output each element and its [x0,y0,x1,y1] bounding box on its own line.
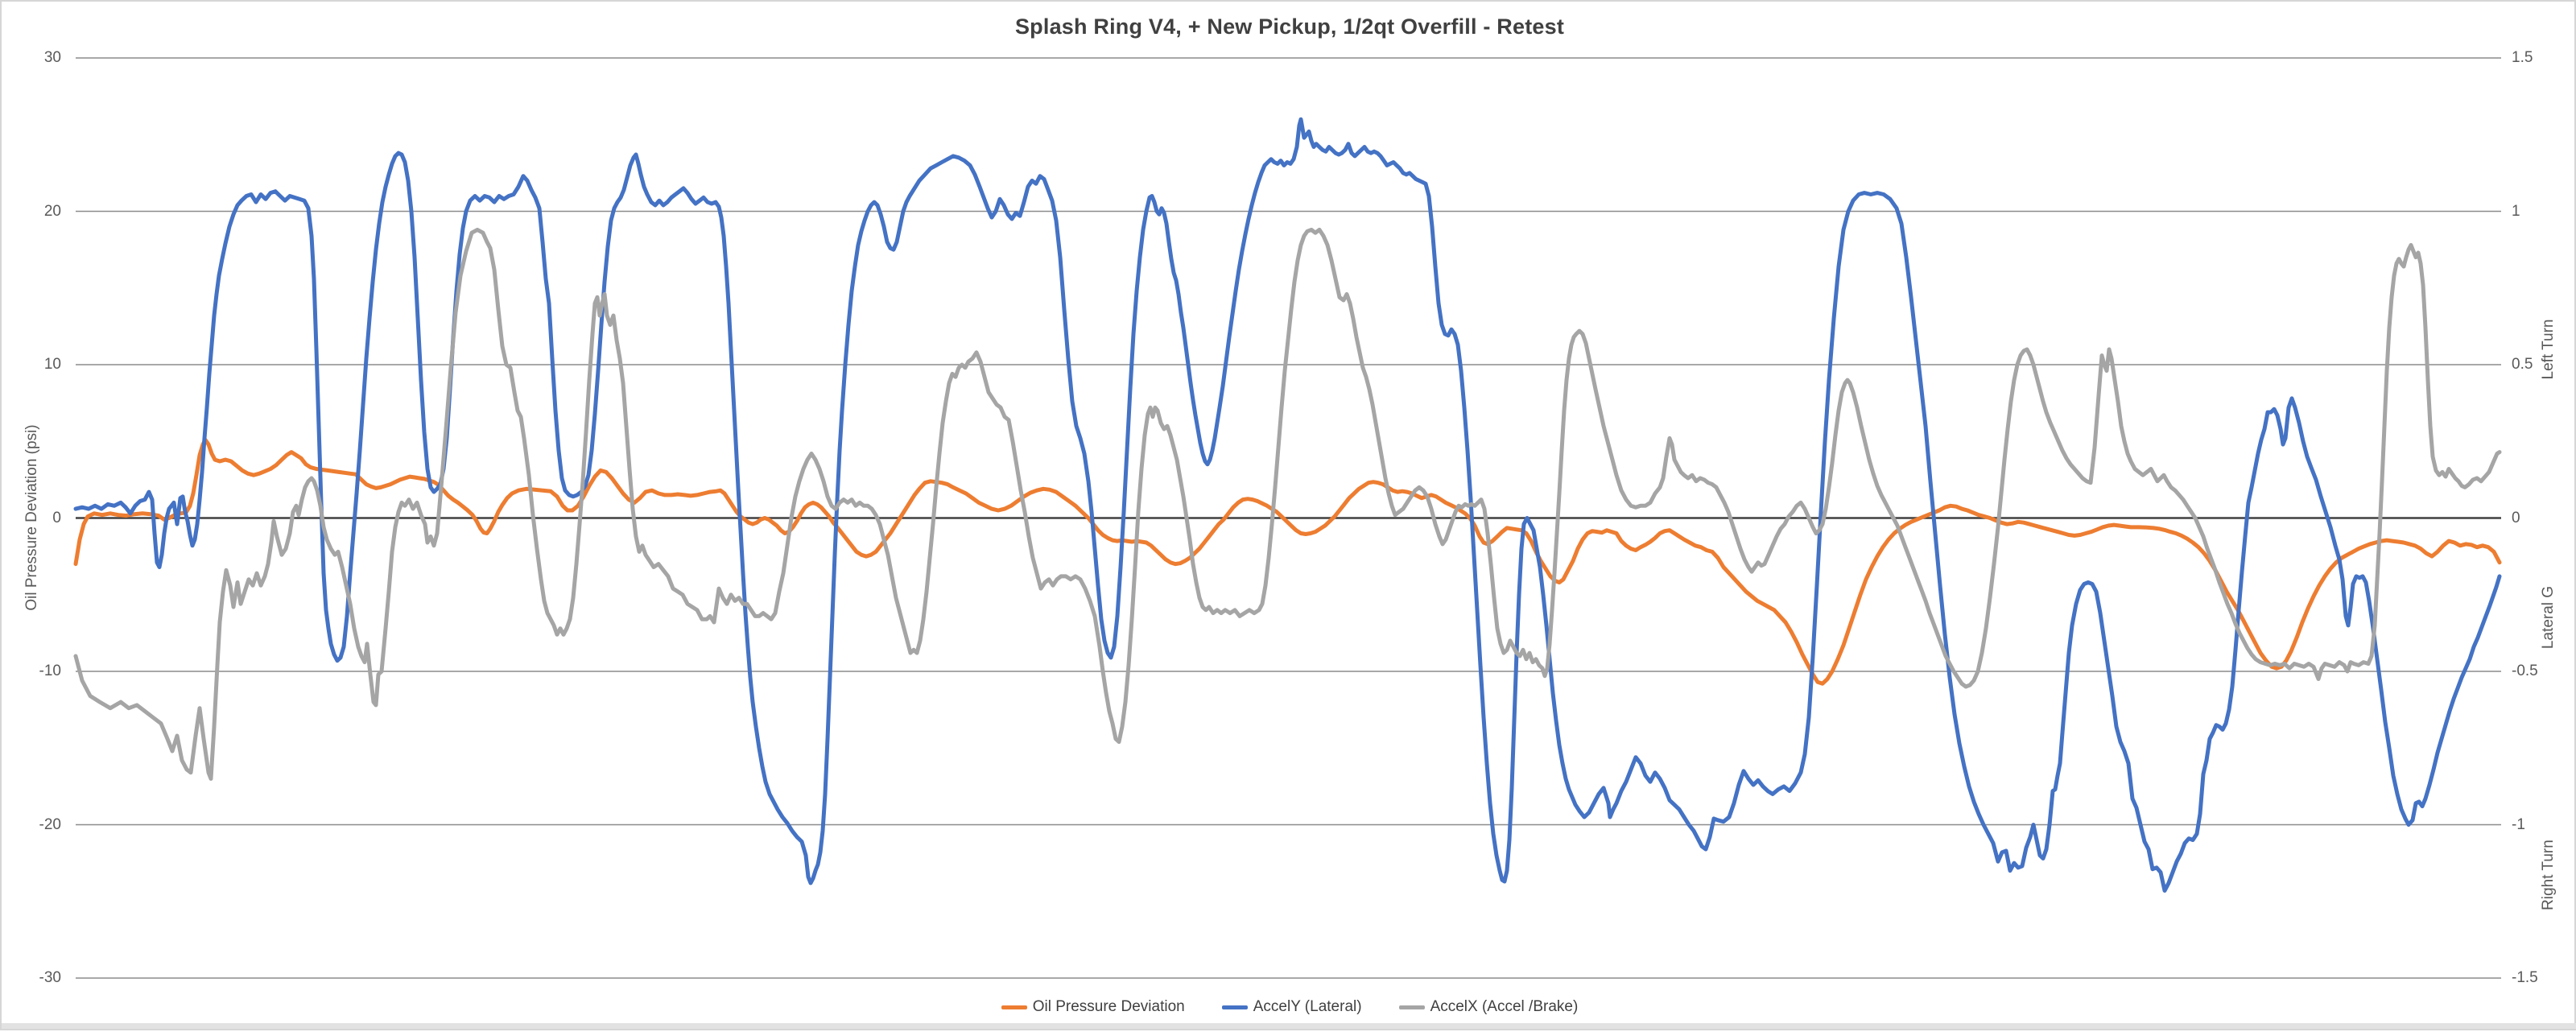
legend-item-accelx-accel-brake[interactable]: AccelX (Accel /Brake) [1398,998,1579,1016]
left-axis-tick-label: 20 [43,202,61,220]
legend-swatch [1001,1005,1027,1009]
left-axis-tick-label: 0 [52,509,61,526]
legend-label: AccelY (Lateral) [1253,998,1362,1015]
legend-swatch [1221,1005,1248,1009]
right-axis-title-right-turn: Right Turn [2540,840,2557,910]
legend-label: Oil Pressure Deviation [1032,998,1185,1015]
series-line-oil-pressure-deviation[interactable] [73,437,2502,686]
right-axis-tick-label: 0.5 [2512,356,2533,373]
series-lines [73,117,2502,893]
chart-title: Splash Ring V4, + New Pickup, 1/2qt Over… [1014,14,1565,39]
left-axis-tick-label: -20 [39,815,61,833]
left-axis-tick-label: -30 [39,969,61,986]
bottom-border-strip [2,1023,2576,1029]
legend-swatch [1398,1005,1425,1009]
series-line-accely-lateral[interactable] [73,117,2502,893]
gridlines [76,57,2501,979]
left-axis-tick-label: -10 [39,663,61,679]
right-axis-title-lateral-g: Lateral G [2540,585,2557,650]
left-axis-tick-label: 30 [43,49,61,66]
left-axis-tick-label: 10 [43,356,61,373]
right-axis-tick-label: -0.5 [2512,663,2538,679]
right-axis-tick-label: -1 [2512,815,2525,833]
legend-item-oil-pressure-deviation[interactable]: Oil Pressure Deviation [1001,998,1185,1016]
right-axis-tick-label: 0 [2512,509,2520,526]
right-axis-title-left-turn: Left Turn [2540,319,2557,380]
right-axis-tick-label: 1 [2512,202,2520,220]
left-axis-title: Oil Pressure Deviation (psi) [23,424,40,611]
legend-item-accely-lateral[interactable]: AccelY (Lateral) [1221,998,1362,1016]
right-axis-tick-label: -1.5 [2512,969,2538,986]
legend: Oil Pressure Deviation AccelY (Lateral) Ac… [2,998,2576,1016]
series-line-accelx-accel-brake[interactable] [73,227,2502,781]
right-axis-tick-label: 1.5 [2512,49,2533,66]
legend-label: AccelX (Accel /Brake) [1430,998,1579,1015]
